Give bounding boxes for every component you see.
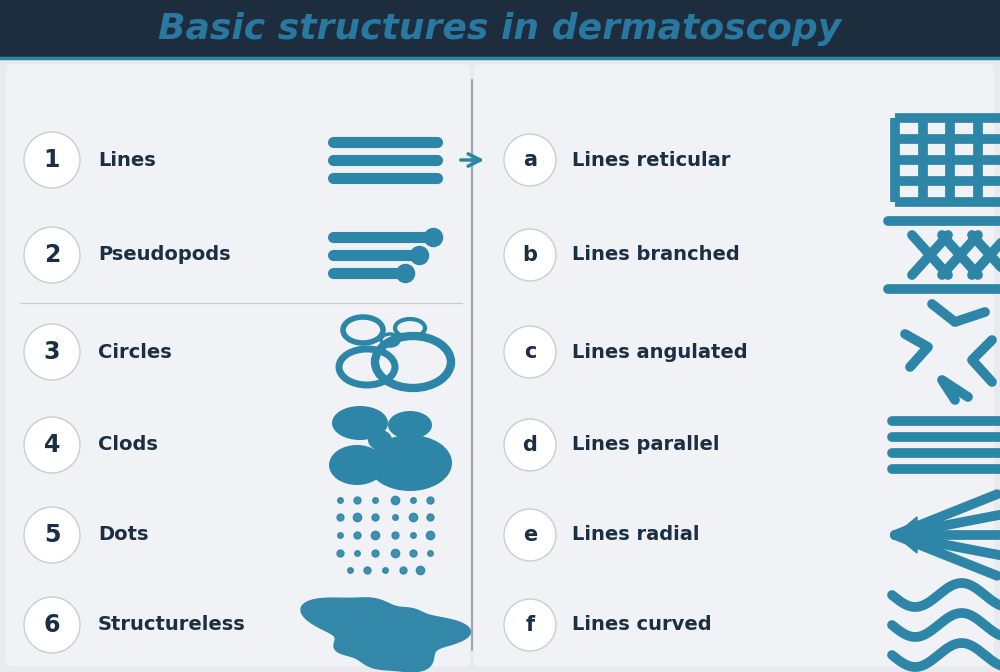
Text: a: a: [523, 150, 537, 170]
Text: e: e: [523, 525, 537, 545]
Text: Lines angulated: Lines angulated: [572, 343, 748, 362]
Text: Lines reticular: Lines reticular: [572, 151, 730, 169]
FancyBboxPatch shape: [6, 64, 470, 666]
Text: Structureless: Structureless: [98, 616, 246, 634]
Circle shape: [24, 324, 80, 380]
Ellipse shape: [368, 435, 452, 491]
Text: f: f: [525, 615, 535, 635]
Text: 2: 2: [44, 243, 60, 267]
Text: Clods: Clods: [98, 435, 158, 454]
Text: Dots: Dots: [98, 526, 148, 544]
Ellipse shape: [332, 406, 388, 440]
Text: Lines branched: Lines branched: [572, 245, 740, 265]
Text: Pseudopods: Pseudopods: [98, 245, 231, 265]
Text: 3: 3: [44, 340, 60, 364]
FancyBboxPatch shape: [474, 64, 994, 666]
Text: d: d: [523, 435, 537, 455]
Circle shape: [24, 417, 80, 473]
Circle shape: [504, 134, 556, 186]
Circle shape: [24, 597, 80, 653]
Ellipse shape: [368, 430, 392, 450]
Text: Basic structures in dermatoscopy: Basic structures in dermatoscopy: [158, 12, 842, 46]
Circle shape: [504, 599, 556, 651]
Circle shape: [504, 326, 556, 378]
Circle shape: [504, 419, 556, 471]
Text: Circles: Circles: [98, 343, 172, 362]
Text: c: c: [524, 342, 536, 362]
Text: Lines parallel: Lines parallel: [572, 435, 720, 454]
Text: 1: 1: [44, 148, 60, 172]
Text: b: b: [522, 245, 538, 265]
Circle shape: [24, 227, 80, 283]
Circle shape: [24, 507, 80, 563]
Polygon shape: [895, 517, 917, 553]
Text: 5: 5: [44, 523, 60, 547]
Text: Lines curved: Lines curved: [572, 616, 712, 634]
Bar: [0, 0, 1000, 58]
Circle shape: [504, 229, 556, 281]
Circle shape: [24, 132, 80, 188]
Circle shape: [504, 509, 556, 561]
Ellipse shape: [388, 411, 432, 439]
Ellipse shape: [329, 445, 385, 485]
Text: 6: 6: [44, 613, 60, 637]
Polygon shape: [301, 598, 470, 672]
Text: Lines radial: Lines radial: [572, 526, 700, 544]
Text: Lines: Lines: [98, 151, 156, 169]
Text: 4: 4: [44, 433, 60, 457]
